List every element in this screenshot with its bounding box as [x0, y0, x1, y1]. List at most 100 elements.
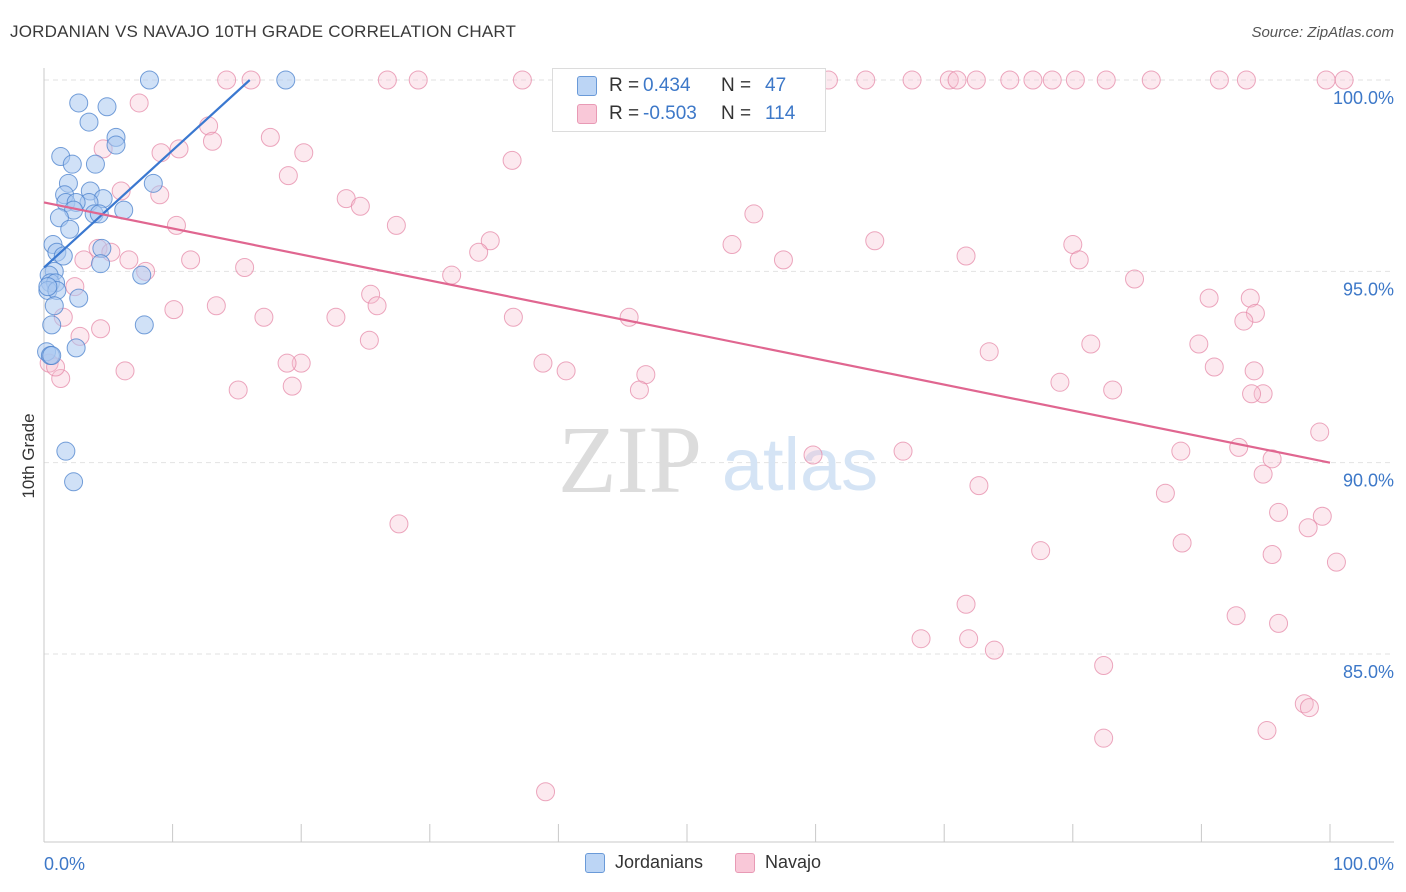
- jordanians-point: [85, 154, 105, 174]
- navajo-point: [1069, 250, 1089, 270]
- navajo-point: [1172, 533, 1192, 553]
- jordanians-point: [56, 441, 76, 461]
- navajo-point: [969, 476, 989, 496]
- navajo-point: [1240, 288, 1260, 308]
- y-tick-labels: 100.0% 95.0% 90.0% 85.0%: [1333, 88, 1394, 682]
- navajo-point: [282, 376, 302, 396]
- jordanians-point: [42, 315, 62, 335]
- y-tick-label: 85.0%: [1343, 662, 1394, 682]
- y-tick-label: 95.0%: [1343, 279, 1394, 299]
- navajo-point: [1209, 70, 1229, 90]
- navajo-point: [206, 296, 226, 316]
- legend-n-value-navajo: 114: [765, 103, 796, 124]
- navajo-point: [1000, 70, 1020, 90]
- navajo-point: [1253, 384, 1273, 404]
- navajo-point: [865, 231, 885, 251]
- navajo-point: [442, 265, 462, 285]
- jordanians-point: [53, 246, 73, 266]
- navajo-point: [1316, 70, 1336, 90]
- series-legend-jordanians[interactable]: Jordanians: [584, 852, 704, 873]
- jordanians-point: [42, 346, 62, 366]
- navajo-point: [956, 594, 976, 614]
- navajo-point: [1199, 288, 1219, 308]
- gridlines: [44, 79, 1394, 655]
- legend-r-label: R =: [609, 103, 640, 124]
- series-swatch-navajo: [735, 852, 756, 873]
- navajo-point: [1050, 372, 1070, 392]
- navajo-point: [217, 70, 237, 90]
- navajo-point: [1042, 70, 1062, 90]
- navajo-point: [151, 143, 171, 163]
- navajo-point: [722, 235, 742, 255]
- navajo-point: [1103, 380, 1123, 400]
- navajo-point: [1262, 545, 1282, 565]
- navajo-point: [1141, 70, 1161, 90]
- jordanians-point: [132, 265, 152, 285]
- navajo-point: [1236, 70, 1256, 90]
- navajo-point: [367, 296, 387, 316]
- navajo-point: [74, 250, 94, 270]
- series-legend: Jordanians Navajo: [0, 852, 1406, 873]
- legend-swatch-jordanians: [577, 76, 597, 96]
- navajo-point: [1242, 384, 1262, 404]
- navajo-point: [1094, 728, 1114, 748]
- y-tick-label: 100.0%: [1333, 88, 1394, 108]
- navajo-point: [166, 215, 186, 235]
- series-label-navajo: Navajo: [765, 852, 822, 872]
- navajo-point: [533, 353, 553, 373]
- navajo-point: [503, 307, 523, 327]
- navajo-point: [1125, 269, 1145, 289]
- navajo-point: [629, 380, 649, 400]
- jordanians-trend-line: [43, 79, 251, 269]
- navajo-point: [254, 307, 274, 327]
- navajo-point: [803, 445, 823, 465]
- x-tick-label-min: 0.0%: [44, 854, 85, 874]
- navajo-point: [1326, 552, 1346, 572]
- navajo-point: [966, 70, 986, 90]
- series-swatch-jordanians: [584, 852, 605, 873]
- navajo-point: [556, 361, 576, 381]
- source-label: Source: ZipAtlas.com: [1251, 24, 1394, 41]
- navajo-point: [536, 782, 556, 802]
- navajo-point: [1204, 357, 1224, 377]
- navajo-point: [294, 143, 314, 163]
- navajo-point: [111, 181, 131, 201]
- navajo-point: [326, 307, 346, 327]
- watermark-zip: ZIP: [558, 406, 702, 513]
- navajo-point: [1253, 464, 1273, 484]
- y-axis-label: 10th Grade: [19, 413, 38, 498]
- navajo-point: [959, 629, 979, 649]
- navajo-point: [619, 307, 639, 327]
- navajo-point: [181, 250, 201, 270]
- jordanians-point: [62, 154, 82, 174]
- chart-title: JORDANIAN VS NAVAJO 10TH GRADE CORRELATI…: [10, 22, 517, 41]
- navajo-point: [91, 319, 111, 339]
- jordanians-point: [97, 97, 117, 117]
- navajo-point: [1171, 441, 1191, 461]
- navajo-point: [1189, 334, 1209, 354]
- legend-n-label: N =: [721, 103, 752, 124]
- series-label-jordanians: Jordanians: [614, 852, 704, 872]
- jordanians-point: [64, 472, 84, 492]
- navajo-point: [947, 70, 967, 90]
- navajo-point: [1299, 698, 1319, 718]
- navajo-point: [1229, 437, 1249, 457]
- x-tick-label-max: 100.0%: [1333, 854, 1394, 874]
- navajo-point: [1031, 541, 1051, 561]
- navajo-point: [1234, 311, 1254, 331]
- legend-n-label: N =: [721, 75, 752, 96]
- navajo-point: [386, 215, 406, 235]
- navajo-point: [1065, 70, 1085, 90]
- jordanians-point: [38, 277, 58, 297]
- navajo-point: [291, 353, 311, 373]
- navajo-point: [235, 258, 255, 278]
- navajo-point: [1226, 606, 1246, 626]
- jordanians-point: [69, 288, 89, 308]
- navajo-point: [502, 150, 522, 170]
- navajo-points: [39, 70, 1354, 802]
- series-legend-navajo[interactable]: Navajo: [735, 852, 821, 873]
- jordanians-point: [60, 219, 80, 239]
- navajo-point: [241, 70, 261, 90]
- navajo-point: [129, 93, 149, 113]
- jordanians-point: [106, 135, 126, 155]
